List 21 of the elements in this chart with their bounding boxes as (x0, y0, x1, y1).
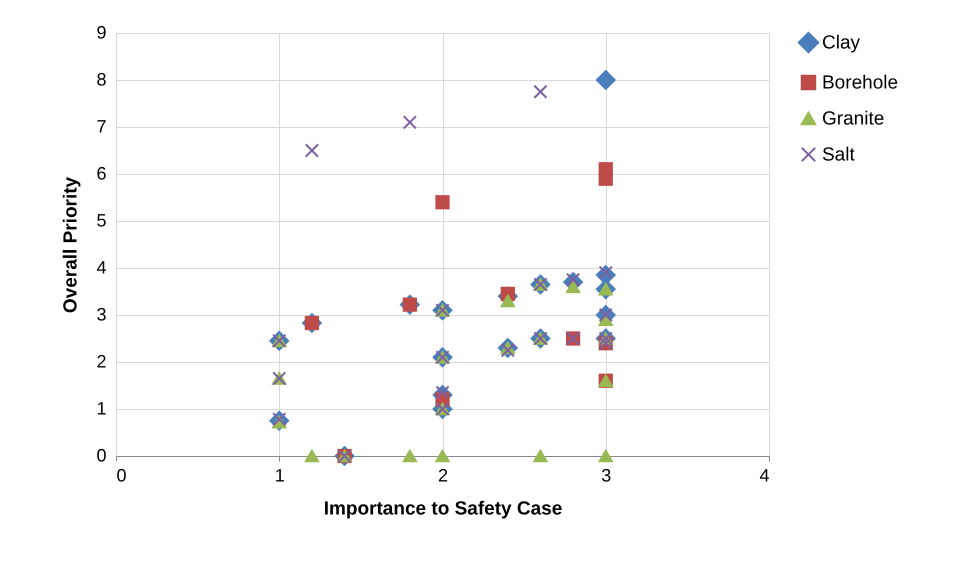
x-tick-label: 1 (274, 466, 285, 486)
y-tick-label: 9 (96, 22, 106, 42)
y-tick-label: 7 (96, 116, 106, 136)
legend-label: Salt (822, 144, 856, 166)
y-tick-label: 8 (96, 70, 106, 90)
legend-label: Granite (822, 108, 884, 130)
x-tick-label: 4 (759, 466, 770, 486)
y-tick-label: 4 (96, 258, 106, 278)
legend-label: Borehole (822, 72, 898, 94)
y-tick-label: 5 (96, 210, 106, 230)
y-tick-label: 0 (96, 446, 106, 466)
x-tick-label: 3 (601, 466, 612, 486)
y-tick-label: 2 (96, 352, 106, 372)
y-tick-label: 6 (96, 164, 106, 184)
x-axis-title: Importance to Safety Case (324, 498, 562, 520)
y-axis-title: Overall Priority (60, 176, 82, 314)
legend-label: Clay (822, 32, 861, 54)
y-tick-label: 3 (96, 304, 106, 324)
x-tick-label: 0 (116, 466, 127, 486)
y-tick-label: 1 (96, 398, 106, 418)
x-tick-label: 2 (438, 466, 448, 486)
